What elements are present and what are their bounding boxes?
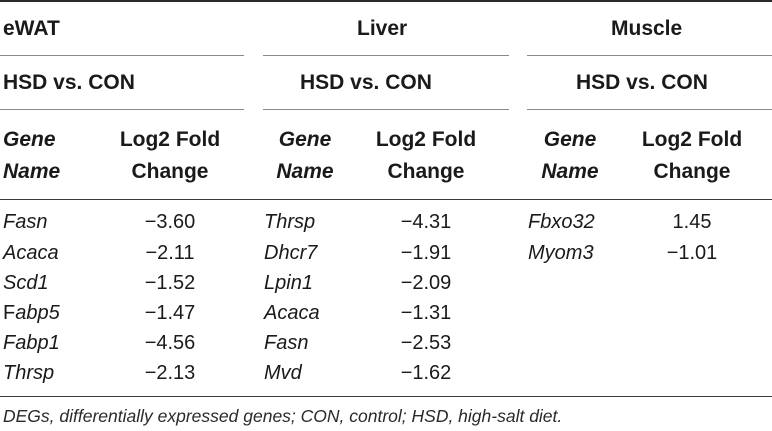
table-cell-gene: Lpin1: [264, 272, 313, 294]
table-cell-value: −4.31: [400, 211, 452, 233]
muscle-section-rule: [527, 55, 772, 56]
header-fold-line1: Log2 Fold: [119, 128, 221, 151]
header-gene-line2: Name: [3, 160, 61, 183]
table-cell-value: 1.45: [672, 211, 712, 233]
table-cell-gene: Fasn: [3, 211, 48, 233]
header-gene-line2: Name: [276, 160, 334, 183]
liver-section-rule: [263, 55, 509, 56]
gene-prefix: F: [3, 302, 16, 324]
header-gene-line1: Gene: [543, 128, 597, 151]
column-header-liver-gene: Gene Name: [266, 124, 344, 188]
table-cell-gene: Thrsp: [3, 362, 55, 384]
liver-comparison-rule: [263, 109, 509, 110]
column-header-liver-fold: Log2 Fold Change: [356, 124, 496, 188]
column-header-ewat-fold: Log2 Fold Change: [100, 124, 240, 188]
table-cell-gene: Dhcr7: [264, 242, 318, 264]
table-cell-value: −4.56: [144, 332, 196, 354]
table-cell-value: −3.60: [144, 211, 196, 233]
header-gene-line1: Gene: [278, 128, 332, 151]
header-bottom-rule: [0, 199, 772, 200]
table-cell-value: −1.62: [400, 362, 452, 384]
column-header-muscle-gene: Gene Name: [530, 124, 610, 188]
table-cell-gene: Thrsp: [264, 211, 316, 233]
table-cell-gene: Myom3: [528, 242, 594, 264]
ewat-comparison-rule: [0, 109, 244, 110]
ewat-section-rule: [0, 55, 244, 56]
table-cell-value: −1.31: [400, 302, 452, 324]
table-cell-gene: Acaca: [3, 242, 59, 264]
header-gene-line1: Gene: [3, 128, 56, 151]
table-cell-gene: Fabp1: [3, 332, 60, 354]
table-footnote: DEGs, differentially expressed genes; CO…: [3, 406, 563, 426]
table-cell-gene: Fasn: [264, 332, 309, 354]
table-cell-value: −1.91: [400, 242, 452, 264]
table-cell-value: −2.53: [400, 332, 452, 354]
column-header-muscle-fold: Log2 Fold Change: [622, 124, 762, 188]
gene-rest: abp5: [15, 302, 60, 324]
table-cell-gene: Fbxo32: [528, 211, 595, 233]
header-fold-line2: Change: [653, 160, 731, 183]
header-fold-line1: Log2 Fold: [641, 128, 743, 151]
table-cell-gene: Fabp5: [3, 301, 60, 325]
table-cell-gene: Scd1: [3, 272, 49, 294]
comparison-ewat: HSD vs. CON: [3, 71, 135, 94]
table-cell-value: −1.47: [144, 302, 196, 324]
header-fold-line1: Log2 Fold: [375, 128, 477, 151]
table-cell-value: −1.52: [144, 272, 196, 294]
header-fold-line2: Change: [387, 160, 465, 183]
table-cell-gene: Mvd: [264, 362, 302, 384]
header-gene-line2: Name: [541, 160, 599, 183]
column-header-ewat-gene: Gene Name: [3, 124, 60, 188]
table-cell-value: −2.11: [145, 242, 195, 264]
section-title-muscle: Muscle: [611, 17, 683, 40]
comparison-muscle: HSD vs. CON: [576, 71, 708, 94]
muscle-comparison-rule: [527, 109, 772, 110]
table-cell-value: −2.09: [400, 272, 452, 294]
table-cell-value: −2.13: [144, 362, 196, 384]
table-top-rule: [0, 0, 772, 2]
table-bottom-rule: [0, 396, 772, 397]
comparison-liver: HSD vs. CON: [300, 71, 432, 94]
section-title-liver: Liver: [357, 17, 408, 40]
section-title-ewat: eWAT: [3, 17, 60, 40]
header-fold-line2: Change: [131, 160, 209, 183]
table-cell-gene: Acaca: [264, 302, 320, 324]
table-cell-value: −1.01: [666, 242, 718, 264]
